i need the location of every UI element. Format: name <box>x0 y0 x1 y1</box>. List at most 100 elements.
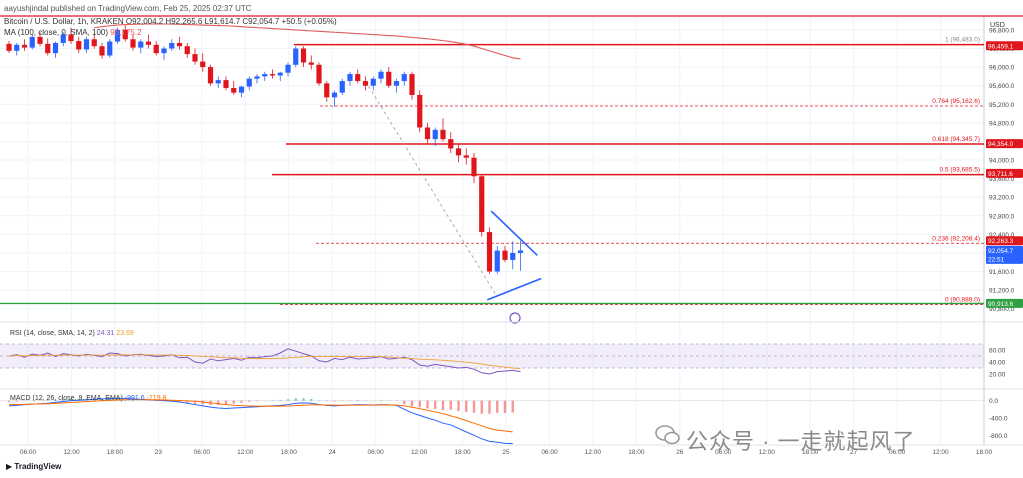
macd-histogram-bar <box>54 399 57 401</box>
candle-body <box>347 74 353 82</box>
candle-body <box>502 250 508 260</box>
macd-histogram-bar <box>7 400 11 402</box>
candle-body <box>68 34 74 42</box>
macd-histogram-bar <box>465 400 468 412</box>
candle-body <box>277 72 283 76</box>
candle-body <box>207 67 214 84</box>
price-tick-label: 94,000.0 <box>989 158 1015 165</box>
macd-histogram-bar <box>294 398 297 401</box>
candle-body <box>300 48 307 63</box>
price-badge-countdown: 22:51 <box>988 256 1005 263</box>
x-tick-label: 18:00 <box>802 449 819 456</box>
candle-body <box>471 157 477 177</box>
macd-histogram-bar <box>449 400 452 410</box>
macd-histogram-bar <box>488 400 491 414</box>
macd-histogram-bar <box>69 398 73 401</box>
price-badge-label: 94,354.0 <box>988 141 1014 148</box>
candle-body <box>463 155 469 158</box>
triangle-upper-line <box>490 210 538 256</box>
candle-body <box>517 250 524 253</box>
rsi-tick-label: 20.00 <box>989 372 1006 379</box>
rsi-tick-label: 40.00 <box>989 360 1006 367</box>
candle-body <box>21 44 28 48</box>
macd-histogram-bar <box>403 400 406 405</box>
candle-body <box>192 54 198 62</box>
x-tick-label: 18:00 <box>454 449 471 456</box>
macd-histogram-bar <box>457 400 460 412</box>
fib-level-label: 0.236 (92,208.4) <box>932 235 980 242</box>
candle-body <box>37 36 43 44</box>
tradingview-logo-icon: ▶ <box>6 462 13 471</box>
price-badge <box>986 139 1023 149</box>
candle-body <box>355 74 361 82</box>
x-tick-label: 12:00 <box>759 449 776 456</box>
candle-body <box>378 71 384 79</box>
ma-legend[interactable]: MA (100, close, 0, SMA, 100) 96,175.2 <box>4 28 141 37</box>
macd-histogram-bar <box>480 400 483 414</box>
candle-body <box>52 42 59 54</box>
candle-body <box>393 81 400 86</box>
x-tick-label: 24 <box>329 449 337 456</box>
macd-histogram-bar <box>410 400 414 407</box>
price-tick-label: 92,400.0 <box>989 232 1015 239</box>
rsi-ma-line <box>8 354 521 370</box>
macd-histogram-bar <box>356 400 359 401</box>
macd-histogram-bar <box>255 400 259 402</box>
candle-body <box>316 64 322 84</box>
macd-signal-value: -719.8 <box>146 395 167 402</box>
fib-level-label: 1 (96,483.0) <box>945 37 980 44</box>
candle-body <box>424 127 431 140</box>
candle-body <box>246 78 252 87</box>
macd-histogram-bar <box>232 400 235 404</box>
candle-body <box>339 81 345 93</box>
macd-histogram-bar <box>193 400 197 404</box>
macd-legend[interactable]: MACD (12, 26, close, 9, EMA, EMA) -991.6… <box>10 395 166 402</box>
candle-body <box>254 76 260 79</box>
trend-line-dashed <box>365 80 498 298</box>
rsi-legend[interactable]: RSI (14, close, SMA, 14, 2) 24.31 23.69 <box>10 330 134 337</box>
price-tick-label: 92,800.0 <box>989 213 1015 220</box>
candle-body <box>285 64 291 73</box>
rsi-label: RSI (14, close, SMA, 14, 2) <box>10 330 95 337</box>
candle-body <box>238 86 245 93</box>
macd-histogram-bar <box>279 399 282 401</box>
rsi-tick-label: 60.00 <box>989 348 1006 355</box>
candle-body <box>440 129 446 140</box>
macd-histogram-bar <box>178 400 181 403</box>
macd-histogram-bar <box>496 400 499 413</box>
ohlc-readout: O92,004.2 H92,265.6 L91,614.7 C92,054.7 … <box>125 17 337 26</box>
price-badge <box>986 245 1023 264</box>
macd-histogram-bar <box>224 400 228 405</box>
x-tick-label: 12:00 <box>411 449 428 456</box>
candle-body <box>448 139 454 149</box>
price-badge <box>986 41 1023 51</box>
candle-body <box>169 42 175 49</box>
candle-body <box>107 41 113 56</box>
price-tick-label: 95,600.0 <box>989 83 1015 90</box>
x-tick-label: 26 <box>676 449 684 456</box>
candle-body <box>386 71 392 86</box>
candle-body <box>432 129 438 140</box>
candle-body <box>324 83 330 98</box>
macd-histogram-bar <box>201 400 204 405</box>
macd-histogram-bar <box>286 399 290 401</box>
x-tick-label: 18:00 <box>281 449 298 456</box>
candle-body <box>145 41 152 45</box>
macd-signal-line <box>8 399 513 433</box>
macd-histogram-bar <box>15 400 18 402</box>
symbol-name[interactable]: Bitcoin / U.S. Dollar, 1h, KRAKEN <box>4 17 124 26</box>
candle-body <box>223 80 229 89</box>
x-tick-label: 18:00 <box>628 449 645 456</box>
x-tick-label: 12:00 <box>585 449 602 456</box>
candle-body <box>114 29 121 42</box>
candle-body <box>409 74 415 95</box>
candle-body <box>99 46 105 56</box>
candle-body <box>153 44 159 54</box>
price-tick-label: 93,600.0 <box>989 176 1015 183</box>
macd-histogram-bar <box>310 399 313 401</box>
triangle-lower-line <box>486 277 542 301</box>
x-tick-label: 12:00 <box>237 449 254 456</box>
candle-body <box>486 232 493 272</box>
ma100-line <box>94 23 521 60</box>
